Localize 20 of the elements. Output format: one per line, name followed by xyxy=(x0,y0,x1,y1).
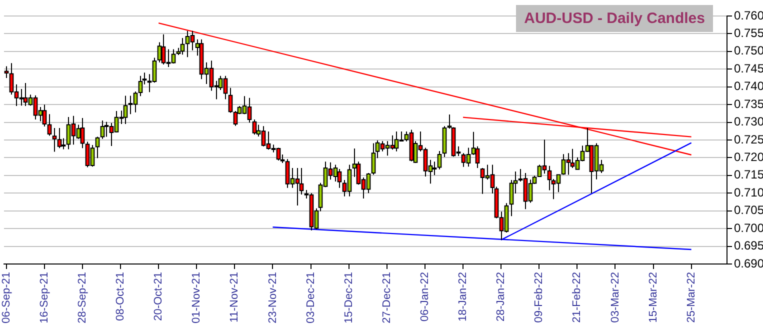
x-tick-label: 16-Sep-21 xyxy=(38,272,50,324)
x-tick-label: 28-Sep-21 xyxy=(76,272,89,324)
x-tick-label: 27-Dec-21 xyxy=(380,272,393,324)
x-tick-label: 09-Feb-22 xyxy=(533,272,546,323)
x-tick-label: 06-Jan-22 xyxy=(418,272,431,322)
x-tick-label: 20-Oct-21 xyxy=(152,272,165,321)
x-tick-label: 06-Sep-21 xyxy=(0,272,12,324)
x-tick-label: 15-Dec-21 xyxy=(342,272,355,324)
x-tick-label: 11-Nov-21 xyxy=(228,272,241,323)
x-tick-label: 03-Dec-21 xyxy=(304,272,317,324)
chart-title: AUD-USD - Daily Candles xyxy=(516,5,713,32)
x-tick-label: 28-Jan-22 xyxy=(495,272,508,322)
x-tick-label: 23-Nov-21 xyxy=(266,272,279,324)
x-tick-label: 03-Mar-22 xyxy=(609,272,622,323)
x-tick-label: 08-Oct-21 xyxy=(114,272,127,321)
x-tick-label: 15-Mar-22 xyxy=(647,272,660,323)
x-tick-label: 21-Feb-22 xyxy=(571,272,584,323)
x-tick-label: 01-Nov-21 xyxy=(190,272,203,324)
x-tick-label: 18-Jan-22 xyxy=(457,272,470,322)
x-tick-label: 25-Mar-22 xyxy=(685,272,698,323)
